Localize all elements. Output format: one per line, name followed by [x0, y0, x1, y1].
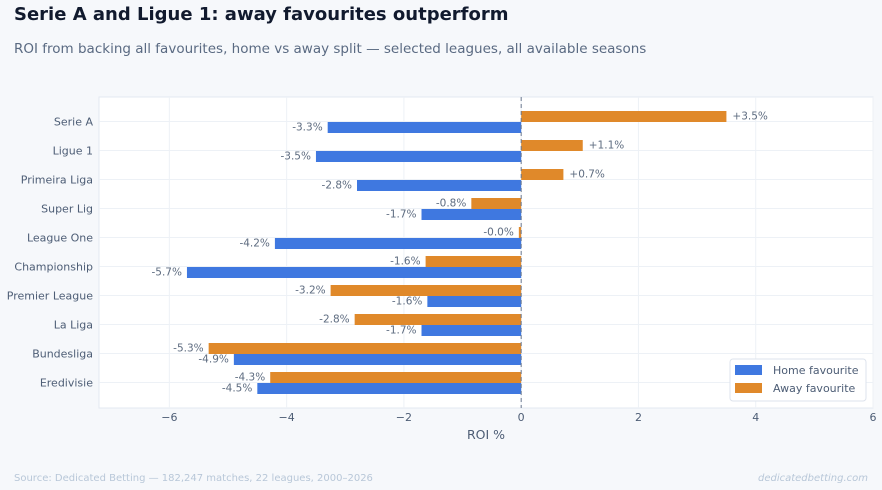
chart-subtitle: ROI from backing all favourites, home vs… [14, 41, 647, 57]
data-label: -5.7% [151, 267, 181, 279]
bar [233, 354, 522, 365]
bar [521, 111, 727, 122]
data-label: -3.5% [280, 151, 310, 163]
x-tick-label: −6 [161, 411, 177, 424]
data-label: +3.5% [732, 111, 767, 123]
bar [421, 209, 522, 220]
x-axis-title: ROI % [467, 427, 505, 442]
data-label: -3.3% [292, 122, 322, 134]
category-labels: Serie A Ligue 1 Primeira Liga Super Lig Leag… [7, 116, 94, 390]
category-label: Super Lig [41, 203, 93, 216]
legend-label: Home favourite [773, 364, 859, 377]
category-label: Premier League [7, 290, 93, 303]
bar [518, 227, 522, 238]
bar [257, 383, 522, 394]
data-label: -0.0% [483, 227, 513, 239]
data-label: -1.6% [390, 256, 420, 268]
category-label: Eredivisie [40, 377, 93, 390]
bar [357, 180, 522, 191]
data-label: +1.1% [589, 140, 624, 152]
bar [208, 343, 522, 354]
x-tick-label: −4 [279, 411, 295, 424]
data-label: -5.3% [173, 343, 203, 355]
data-label: -4.5% [222, 383, 252, 395]
category-label: Serie A [54, 116, 94, 129]
bar [354, 314, 522, 325]
data-label: -1.7% [386, 325, 416, 337]
data-labels: +3.5% -3.3% +1.1% -3.5% +0.7% -2.8% -0.8% -1.7%… [151, 111, 767, 395]
brand-watermark: dedicatedbetting.com [757, 473, 868, 484]
bar [471, 198, 522, 209]
category-label: Bundesliga [32, 348, 93, 361]
data-label: -4.9% [198, 354, 228, 366]
x-tick-label: −2 [396, 411, 412, 424]
category-label: Ligue 1 [53, 145, 93, 158]
data-label: -1.6% [392, 296, 422, 308]
data-label: -4.2% [239, 238, 269, 250]
data-label: -0.8% [436, 198, 466, 210]
legend-swatch [735, 383, 762, 393]
x-tick-labels: −6 −4 −2 0 2 4 6 [161, 411, 876, 424]
data-label: -2.8% [319, 314, 349, 326]
legend-box [729, 358, 867, 402]
chart-title: Serie A and Ligue 1: away favourites out… [14, 4, 509, 25]
data-label: -4.3% [235, 372, 265, 384]
legend-label: Away favourite [773, 382, 856, 395]
data-label: -3.2% [295, 285, 325, 297]
bar [274, 238, 522, 249]
category-label: Primeira Liga [21, 174, 93, 187]
x-tick-label: 4 [752, 411, 759, 424]
source-note: Source: Dedicated Betting — 182,247 matc… [14, 473, 373, 484]
x-tick-label: 6 [870, 411, 877, 424]
category-label: League One [27, 232, 93, 245]
bar [330, 285, 522, 296]
bar [270, 372, 522, 383]
legend-swatch [735, 365, 762, 375]
bar [521, 140, 583, 151]
category-label: La Liga [54, 319, 93, 332]
bar [427, 296, 522, 307]
legend: Home favourite Away favourite [729, 358, 867, 402]
bars [186, 111, 727, 394]
bar [521, 169, 564, 180]
data-label: -1.7% [386, 209, 416, 221]
bar [186, 267, 522, 278]
data-label: -2.8% [322, 180, 352, 192]
bar [327, 122, 522, 133]
x-tick-label: 2 [635, 411, 642, 424]
bar [421, 325, 522, 336]
bar [425, 256, 522, 267]
data-label: +0.7% [569, 169, 604, 181]
bar [315, 151, 522, 162]
x-tick-label: 0 [518, 411, 525, 424]
category-label: Championship [14, 261, 93, 274]
